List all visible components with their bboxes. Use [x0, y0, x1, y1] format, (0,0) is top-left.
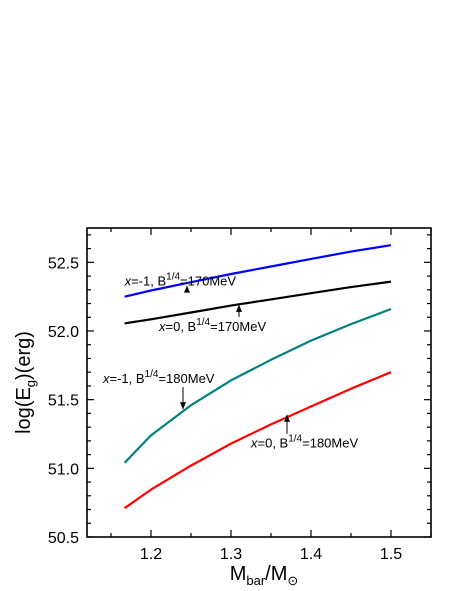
annotation-label: x=-1, B1/4=170MeV	[124, 272, 237, 289]
annotation-label: x=-1, B1/4=180MeV	[102, 369, 215, 386]
x-tick-label: 1.4	[300, 546, 322, 563]
y-tick-label: 52.0	[48, 324, 79, 341]
series-line	[124, 244, 392, 298]
x-axis: 1.2 1.3 1.4 1.5	[110, 228, 432, 563]
series-line	[123, 307, 392, 464]
y-axis-label: log(Eg)(erg)	[13, 331, 38, 434]
series-layer	[123, 244, 392, 510]
x-tick-label: 1.2	[140, 546, 162, 563]
series-line	[123, 371, 392, 510]
annotation-arrowhead	[184, 285, 190, 293]
annotation-label: x=0, B1/4=170MeV	[158, 317, 266, 334]
y-tick-label: 52.5	[48, 255, 79, 272]
annotation-arrowhead	[180, 402, 186, 410]
x-axis-label: Mbar/M⊙	[230, 563, 299, 588]
y-tick-label: 51.5	[48, 393, 79, 410]
x-tick-label: 1.3	[220, 546, 242, 563]
y-tick-label: 50.5	[48, 530, 79, 547]
series-line	[124, 280, 392, 325]
annotations: x=-1, B1/4=170MeV x=0, B1/4=170MeV x=-1, B…	[102, 272, 358, 451]
x-tick-label: 1.5	[380, 546, 402, 563]
y-axis: 50.5 51.0 51.5 52.0 52.5	[48, 234, 431, 547]
annotation-label: x=0, B1/4=180MeV	[250, 434, 358, 451]
y-tick-label: 51.0	[48, 461, 79, 478]
plot-border	[86, 227, 432, 538]
annotation-arrowhead	[284, 414, 290, 422]
annotation-arrowhead	[236, 304, 242, 312]
plot-frame	[86, 227, 432, 538]
